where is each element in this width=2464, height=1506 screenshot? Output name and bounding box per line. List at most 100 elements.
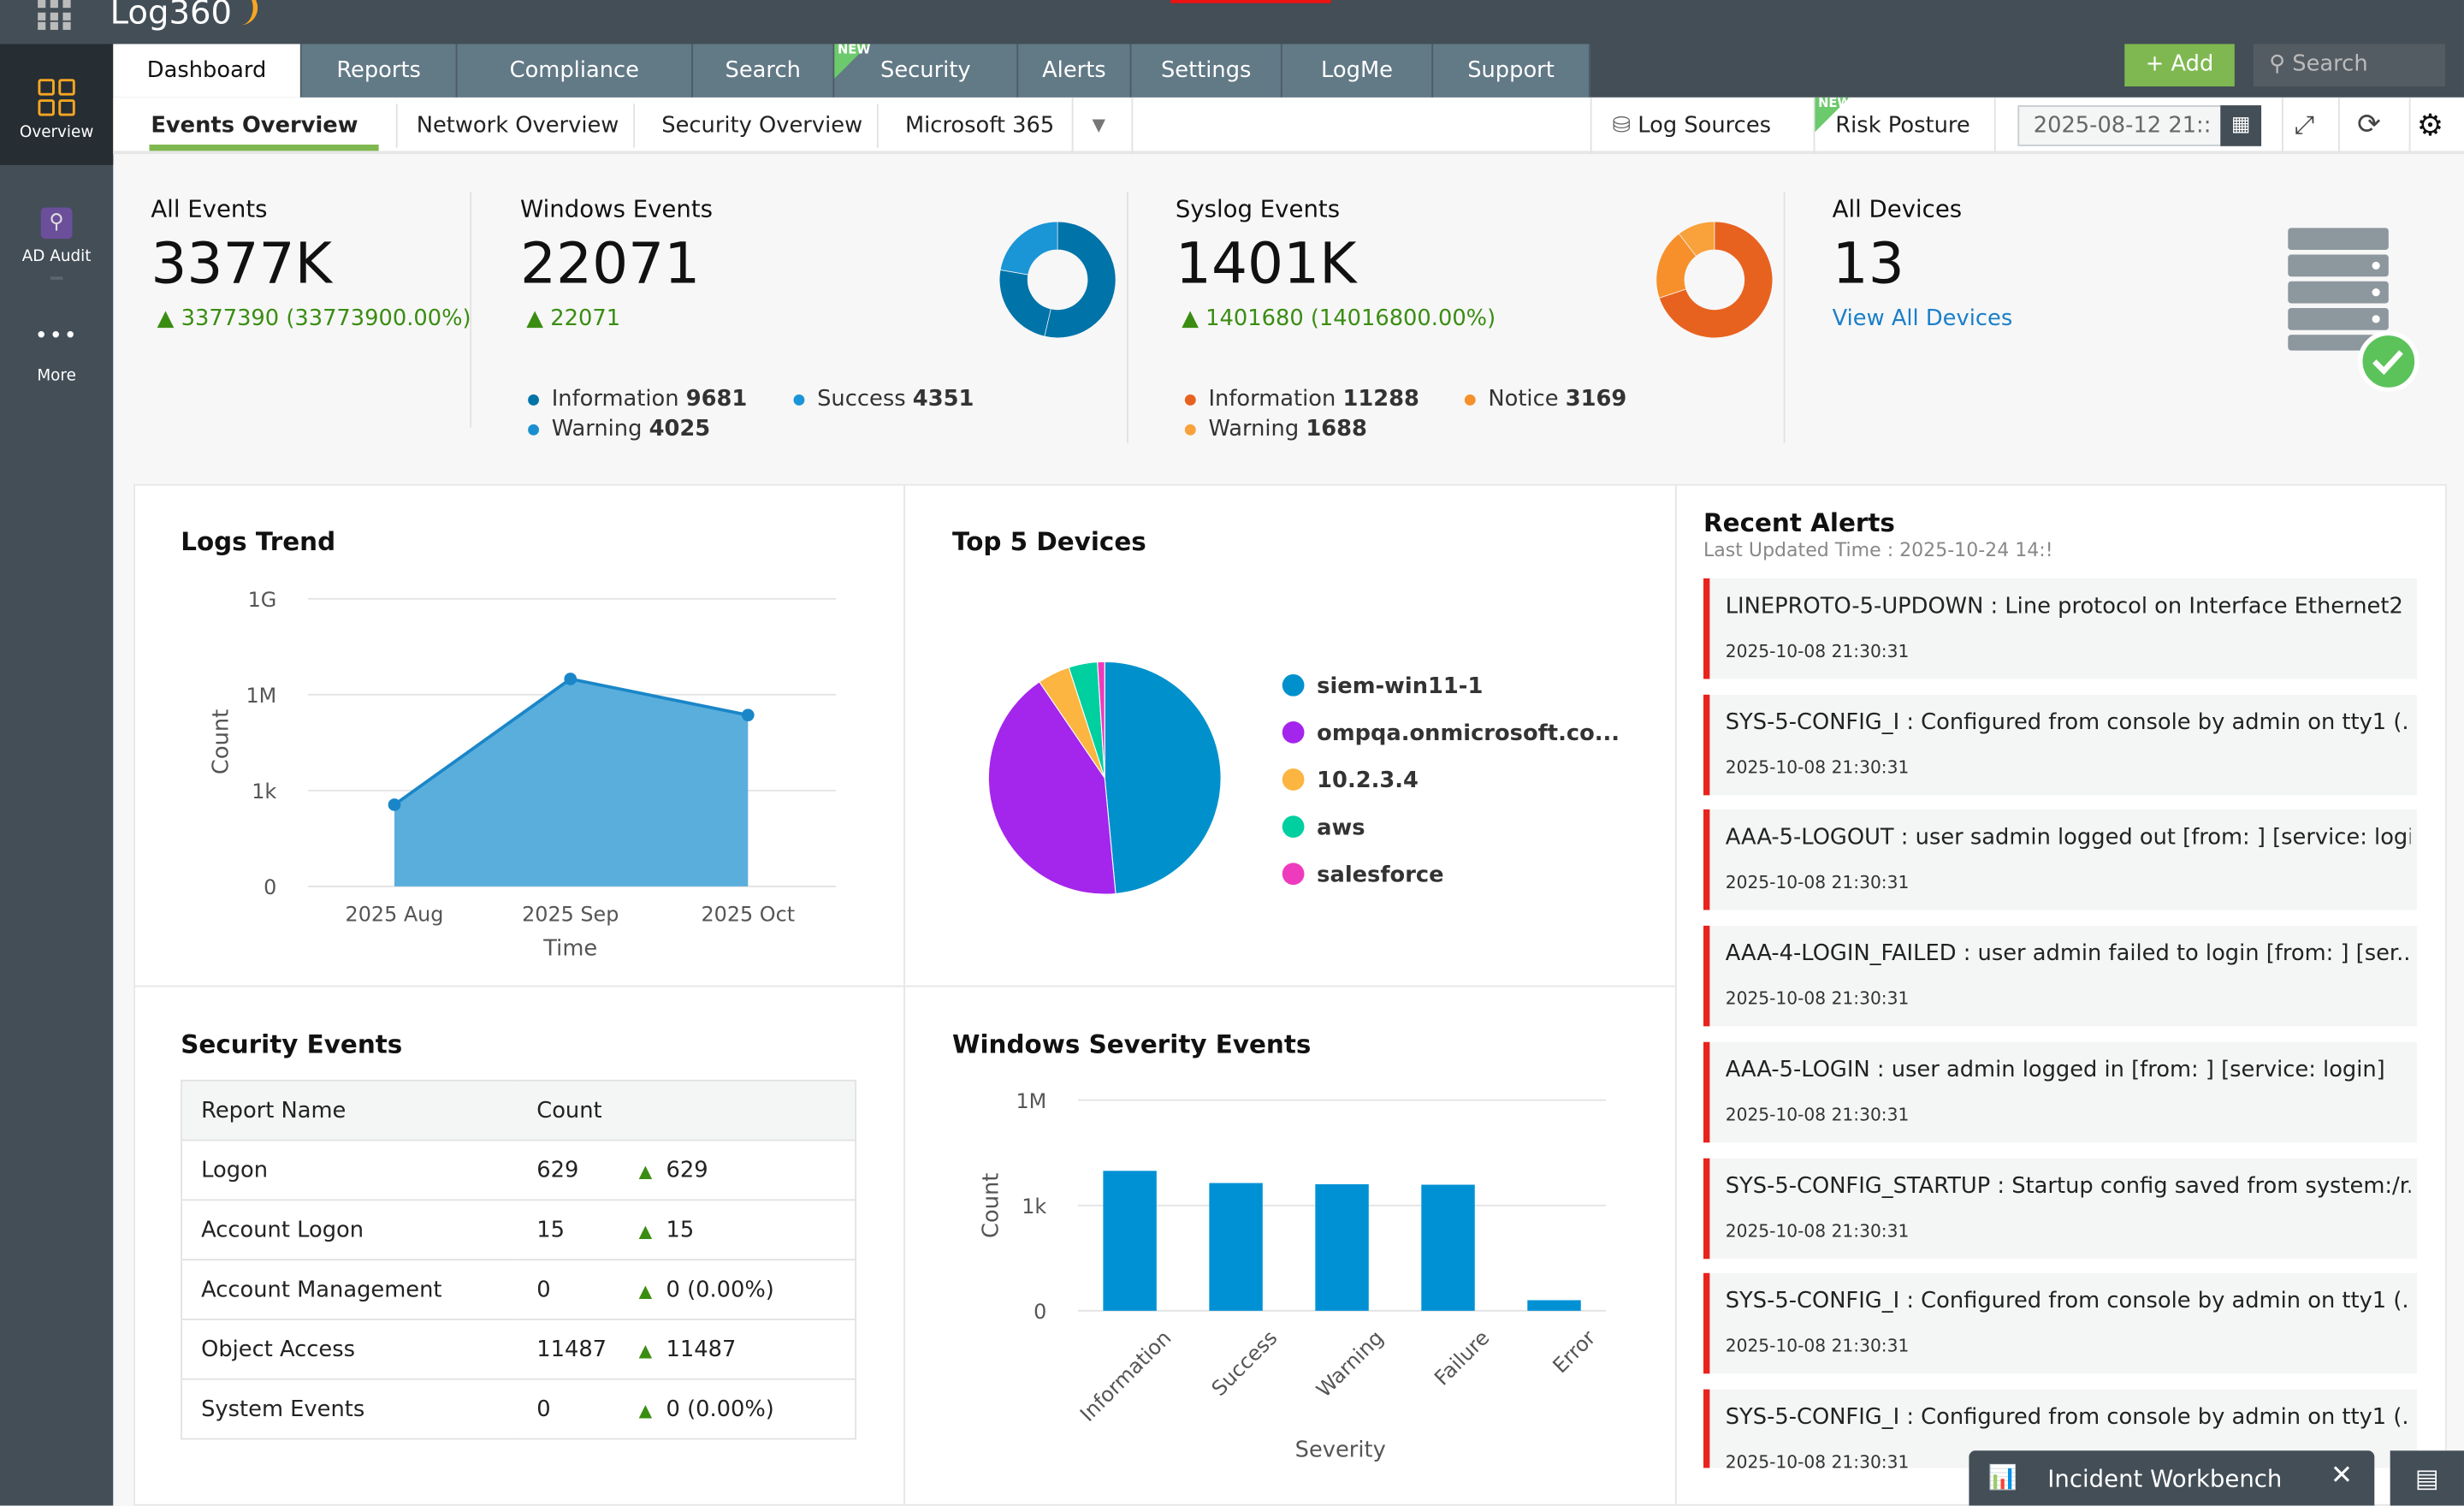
- log-sources-button[interactable]: ⛁ Log Sources: [1612, 98, 1771, 154]
- data-point[interactable]: [741, 709, 755, 722]
- donut-slice[interactable]: [1044, 221, 1116, 338]
- x-axis-label: Time: [542, 936, 597, 962]
- table-row[interactable]: Object Access 11487 ▲ 11487: [181, 1319, 856, 1380]
- risk-posture-button[interactable]: Risk Posture: [1835, 113, 1970, 139]
- tab-support[interactable]: Support: [1433, 44, 1590, 98]
- report-name: Object Access: [181, 1319, 518, 1380]
- legend-label[interactable]: salesforce: [1317, 862, 1443, 887]
- data-point[interactable]: [564, 673, 578, 685]
- alert-text: LINEPROTO-5-UPDOWN : Line protocol on In…: [1725, 594, 2411, 620]
- subnav-network-overview[interactable]: Network Overview: [416, 113, 619, 139]
- subnav-microsoft-365[interactable]: Microsoft 365: [904, 113, 1055, 139]
- app-grid-icon[interactable]: [38, 0, 75, 32]
- table-row[interactable]: Account Logon 15 ▲ 15: [181, 1200, 856, 1261]
- tab-alerts[interactable]: Alerts: [1018, 44, 1132, 98]
- subnav-security-overview[interactable]: Security Overview: [661, 113, 863, 139]
- settings-gear-icon[interactable]: ⚙: [2416, 108, 2444, 144]
- sidebar-label: AD Audit: [21, 248, 92, 266]
- alert-item[interactable]: SYS-5-CONFIG_STARTUP : Startup config sa…: [1703, 1157, 2417, 1259]
- data-point[interactable]: [388, 798, 401, 811]
- alert-text: SYS-5-CONFIG_STARTUP : Startup config sa…: [1725, 1173, 2411, 1199]
- log-sources-label: Log Sources: [1638, 113, 1772, 139]
- table-row[interactable]: Account Management 0 ▲ 0 (0.00%): [181, 1260, 856, 1320]
- legend-windows-warning: Warning 4025: [528, 417, 710, 442]
- calendar-icon[interactable]: ▦: [2220, 105, 2262, 146]
- legend-dot: [1282, 863, 1305, 886]
- donut-slice[interactable]: [1658, 221, 1773, 338]
- bar[interactable]: [1527, 1300, 1581, 1311]
- column-header: [619, 1080, 856, 1141]
- alert-text: SYS-5-CONFIG_I : Configured from console…: [1725, 1404, 2411, 1431]
- alert-item[interactable]: AAA-5-LOGOUT : user sadmin logged out [f…: [1703, 809, 2417, 911]
- table-row[interactable]: System Events 0 ▲ 0 (0.00%): [181, 1379, 856, 1440]
- sub-navigation: Events Overview Network Overview Securit…: [113, 96, 2464, 154]
- legend-value: 1688: [1306, 416, 1367, 442]
- bar[interactable]: [1103, 1171, 1157, 1311]
- all-events-delta: ▲ 3377390 (33773900.00%): [157, 306, 471, 332]
- sidebar-item-ad-audit[interactable]: ⚲ AD Audit: [0, 207, 113, 286]
- alert-item[interactable]: SYS-5-CONFIG_I : Configured from console…: [1703, 1273, 2417, 1374]
- date-range-input[interactable]: 2025-08-12 21::: [2017, 105, 2223, 146]
- tab-label: Support: [1467, 57, 1555, 84]
- bar[interactable]: [1209, 1183, 1263, 1311]
- pie-slice[interactable]: [987, 681, 1116, 895]
- tab-settings[interactable]: Settings: [1131, 44, 1282, 98]
- bar[interactable]: [1315, 1183, 1369, 1311]
- legend-label[interactable]: siem-win11-1: [1317, 673, 1483, 699]
- subnav-events-overview[interactable]: Events Overview: [151, 113, 358, 139]
- donut-slice[interactable]: [999, 270, 1051, 337]
- tab-label: Search: [725, 57, 801, 84]
- legend-value: 9681: [685, 386, 748, 412]
- close-icon[interactable]: ✕: [2330, 1460, 2354, 1492]
- alert-item[interactable]: LINEPROTO-5-UPDOWN : Line protocol on In…: [1703, 578, 2417, 679]
- y-tick-label: 1k: [252, 780, 276, 803]
- refresh-icon[interactable]: ⟳: [2357, 108, 2381, 142]
- chat-icon[interactable]: ▤: [2390, 1450, 2464, 1506]
- pie-slice[interactable]: [1097, 661, 1105, 779]
- table-row[interactable]: Logon 629 ▲ 629: [181, 1140, 856, 1201]
- tab-logme[interactable]: LogMe: [1282, 44, 1434, 98]
- y-axis-label: Count: [978, 1173, 1004, 1238]
- incident-workbench-bar[interactable]: 📊 Incident Workbench ✕: [1969, 1450, 2375, 1506]
- tab-security[interactable]: NEW Security: [834, 43, 1019, 98]
- tab-label: Security: [880, 57, 971, 84]
- add-button[interactable]: + Add: [2124, 44, 2235, 87]
- divider: [1993, 97, 1996, 154]
- global-search-input[interactable]: ⚲ Search: [2253, 44, 2445, 87]
- alert-item[interactable]: SYS-5-CONFIG_I : Configured from console…: [1703, 694, 2417, 795]
- alert-item[interactable]: AAA-4-LOGIN_FAILED : user admin failed t…: [1703, 926, 2417, 1027]
- bar[interactable]: [1421, 1184, 1475, 1311]
- search-icon: ⚲: [40, 207, 73, 240]
- delta-value: 3377390 (33773900.00%): [181, 306, 471, 332]
- security-events-table: Report Name Count Logon 629 ▲ 629 Account Log…: [181, 1079, 857, 1440]
- sidebar: Overview ⚲ AD Audit ••• More: [0, 44, 114, 1506]
- plus-icon: +: [2145, 51, 2171, 77]
- syslog-events-value: 1401K: [1175, 232, 1357, 298]
- fullscreen-icon[interactable]: ⤢: [2294, 110, 2315, 140]
- legend-label[interactable]: aws: [1317, 815, 1365, 840]
- tab-search[interactable]: Search: [692, 44, 835, 98]
- legend-label[interactable]: ompqa.onmicrosoft.co...: [1317, 720, 1620, 746]
- trend-value: 0 (0.00%): [666, 1277, 774, 1302]
- alert-time: 2025-10-08 21:30:31: [1725, 988, 1910, 1010]
- tab-label: Dashboard: [146, 57, 267, 84]
- donut-slice[interactable]: [1678, 221, 1715, 257]
- view-all-devices-link[interactable]: View All Devices: [1832, 306, 2013, 332]
- divider: [2338, 97, 2340, 154]
- x-tick-label: 2025 Aug: [346, 902, 444, 926]
- logo-swoosh-icon: [236, 0, 258, 26]
- sidebar-item-overview[interactable]: Overview: [0, 44, 114, 165]
- alert-item[interactable]: AAA-5-LOGIN : user admin logged in [from…: [1703, 1041, 2417, 1142]
- donut-slice[interactable]: [999, 221, 1058, 276]
- tab-compliance[interactable]: Compliance: [457, 44, 693, 98]
- more-tabs-dropdown-icon[interactable]: ▼: [1092, 115, 1106, 135]
- server-check-icon: [2288, 228, 2420, 392]
- top-devices-title: Top 5 Devices: [952, 526, 1146, 557]
- tab-dashboard[interactable]: Dashboard: [113, 44, 302, 98]
- sidebar-label: More: [37, 367, 76, 385]
- sidebar-item-more[interactable]: ••• More: [0, 325, 113, 389]
- pie-slice[interactable]: [1104, 661, 1222, 895]
- trend: ▲ 15: [619, 1200, 856, 1261]
- legend-label[interactable]: 10.2.3.4: [1317, 768, 1419, 793]
- tab-reports[interactable]: Reports: [301, 44, 458, 98]
